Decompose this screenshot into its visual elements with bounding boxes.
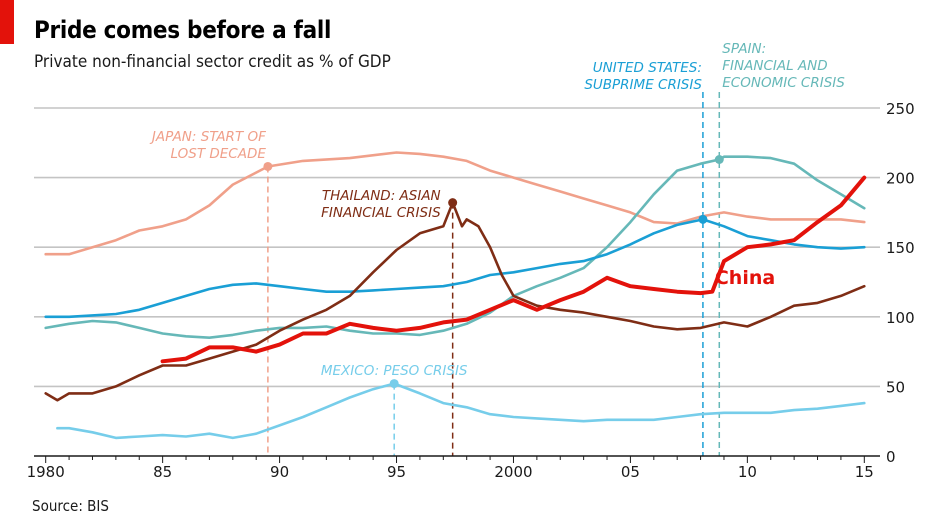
label-line: FINANCIAL CRISIS <box>321 205 441 221</box>
x-tick-label: 90 <box>270 463 289 481</box>
thailand-event-label: THAILAND: ASIAN FINANCIAL CRISIS <box>321 188 441 221</box>
x-tick-label: 2000 <box>494 463 532 481</box>
x-tick-label: 05 <box>621 463 640 481</box>
label-line: ECONOMIC CRISIS <box>722 75 845 91</box>
mexico-event-marker <box>389 379 399 389</box>
china-series-label: China <box>715 267 775 289</box>
x-tick-label: 15 <box>855 463 874 481</box>
y-tick-label: 250 <box>886 100 915 118</box>
annotations: JAPAN: START OF LOST DECADE THAILAND: ASIA… <box>149 41 845 379</box>
y-tick-label: 200 <box>886 170 915 188</box>
series-lines <box>44 151 867 440</box>
us-series-line <box>44 218 866 319</box>
japan-series-line <box>44 151 866 256</box>
us-event-label: UNITED STATES: SUBPRIME CRISIS <box>584 60 702 93</box>
thailand-series-line <box>44 201 866 402</box>
spain-series-line <box>44 155 866 339</box>
chart-title: Pride comes before a fall <box>34 16 332 44</box>
x-tick-label: 1980 <box>27 463 65 481</box>
japan-event-label: JAPAN: START OF LOST DECADE <box>149 129 266 162</box>
chart-source: Source: BIS <box>32 497 109 515</box>
axes: 0 50 100 150 200 250 1980 85 90 95 2000 05 10 15 <box>27 100 915 481</box>
gridlines <box>34 107 880 388</box>
y-tick-label: 0 <box>886 448 896 466</box>
label-line: MEXICO: PESO CRISIS <box>321 363 468 379</box>
spain-event-label: SPAIN: FINANCIAL AND ECONOMIC CRISIS <box>722 41 845 91</box>
x-tick-label: 10 <box>738 463 757 481</box>
china-series-line <box>160 175 867 364</box>
spain-event-marker <box>714 155 724 165</box>
x-tick-label: 95 <box>387 463 406 481</box>
us-event-marker <box>698 214 708 224</box>
chart-subtitle: Private non-financial sector credit as %… <box>34 52 391 72</box>
x-tick-label: 85 <box>153 463 172 481</box>
label-line: LOST DECADE <box>171 146 267 162</box>
mexico-series-line <box>56 382 866 440</box>
event-markers <box>263 155 724 389</box>
label-line: SPAIN: <box>722 41 766 57</box>
label-line: SUBPRIME CRISIS <box>584 77 702 93</box>
label-line: JAPAN: START OF <box>149 129 266 145</box>
y-tick-label: 100 <box>886 309 915 327</box>
thailand-event-marker <box>448 198 458 208</box>
mexico-event-label: MEXICO: PESO CRISIS <box>321 363 468 379</box>
japan-event-marker <box>263 161 273 171</box>
y-tick-label: 50 <box>886 378 905 396</box>
label-line: FINANCIAL AND <box>722 58 827 74</box>
label-line: UNITED STATES: <box>593 60 702 76</box>
y-tick-label: 150 <box>886 239 915 257</box>
label-line: THAILAND: ASIAN <box>322 188 441 204</box>
brand-tag <box>0 0 14 44</box>
